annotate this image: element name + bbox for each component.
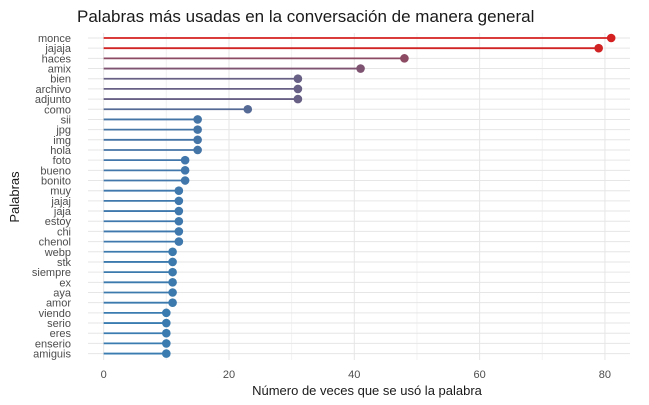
y-tick-chi: chi bbox=[57, 226, 71, 238]
point-haces bbox=[400, 54, 409, 63]
y-tick-archivo: archivo bbox=[36, 84, 71, 96]
point-estoy bbox=[174, 216, 184, 226]
point-amix bbox=[356, 64, 365, 73]
y-tick-amix: amix bbox=[48, 64, 72, 76]
y-tick-estoy: estoy bbox=[45, 216, 72, 228]
point-chenol bbox=[174, 237, 184, 246]
y-tick-bien: bien bbox=[50, 74, 71, 86]
point-muy bbox=[174, 186, 184, 195]
chart-title: Palabras más usadas en la conversación d… bbox=[77, 7, 534, 26]
x-tick-80: 80 bbox=[599, 369, 611, 381]
y-tick-siempre: siempre bbox=[32, 267, 71, 279]
point-jpg bbox=[193, 125, 202, 134]
y-tick-bueno: bueno bbox=[40, 165, 71, 177]
y-tick-amiguis: amiguis bbox=[33, 349, 71, 361]
y-tick-viendo: viendo bbox=[39, 308, 71, 320]
x-tick-60: 60 bbox=[473, 369, 485, 381]
y-tick-jaja: jaja bbox=[53, 206, 72, 218]
point-stk bbox=[168, 257, 177, 267]
y-tick-foto: foto bbox=[53, 155, 71, 167]
y-tick-enserio: enserio bbox=[35, 338, 71, 350]
y-tick-jajaja: jajaja bbox=[44, 43, 72, 55]
y-tick-sii: sii bbox=[61, 114, 71, 126]
y-tick-stk: stk bbox=[57, 257, 72, 269]
y-tick-muy: muy bbox=[50, 186, 71, 198]
y-tick-como: como bbox=[44, 104, 71, 116]
point-serio bbox=[162, 318, 171, 328]
point-jaja bbox=[174, 206, 184, 216]
y-tick-img: img bbox=[53, 135, 71, 147]
x-axis-label: Número de veces que se usó la palabra bbox=[252, 383, 483, 398]
point-viendo bbox=[162, 308, 171, 318]
point-bueno bbox=[180, 166, 190, 175]
point-bien bbox=[293, 74, 303, 84]
y-tick-serio: serio bbox=[47, 318, 71, 330]
y-axis-label: Palabras bbox=[7, 171, 22, 223]
y-tick-hola: hola bbox=[50, 145, 72, 157]
point-monce bbox=[606, 33, 616, 43]
point-bonito bbox=[180, 176, 190, 185]
y-tick-adjunto: adjunto bbox=[35, 94, 71, 106]
x-tick-20: 20 bbox=[223, 369, 235, 381]
y-tick-monce: monce bbox=[38, 33, 71, 45]
y-tick-bonito: bonito bbox=[41, 176, 71, 188]
point-hola bbox=[193, 145, 202, 155]
y-tick-jajaj: jajaj bbox=[50, 196, 71, 208]
point-siempre bbox=[168, 267, 177, 277]
point-foto bbox=[180, 155, 190, 165]
point-jajaja bbox=[594, 43, 603, 53]
lollipop-points bbox=[162, 33, 616, 358]
y-tick-eres: eres bbox=[50, 328, 72, 340]
y-tick-ex: ex bbox=[59, 277, 71, 289]
point-amor bbox=[168, 298, 177, 307]
x-tick-0: 0 bbox=[101, 369, 107, 381]
point-adjunto bbox=[293, 94, 303, 104]
y-tick-haces: haces bbox=[42, 53, 72, 65]
point-img bbox=[193, 135, 202, 145]
point-aya bbox=[168, 288, 177, 297]
point-ex bbox=[168, 278, 177, 287]
x-tick-40: 40 bbox=[348, 369, 360, 381]
y-tick-chenol: chenol bbox=[39, 237, 71, 249]
y-tick-labels: moncejajajahacesamixbienarchivoadjuntoco… bbox=[32, 33, 72, 361]
point-como bbox=[243, 104, 253, 114]
point-chi bbox=[174, 227, 184, 236]
point-webp bbox=[168, 247, 177, 257]
point-amiguis bbox=[162, 349, 171, 358]
y-tick-aya: aya bbox=[53, 288, 72, 300]
x-tick-labels: 0 20 40 60 80 bbox=[101, 369, 611, 381]
point-enserio bbox=[162, 339, 171, 348]
y-tick-webp: webp bbox=[44, 247, 71, 259]
y-tick-amor: amor bbox=[46, 298, 71, 310]
y-tick-jpg: jpg bbox=[55, 125, 71, 137]
point-archivo bbox=[293, 84, 303, 94]
lollipop-stems bbox=[103, 37, 612, 355]
point-jajaj bbox=[174, 196, 184, 206]
point-eres bbox=[162, 328, 171, 338]
point-sii bbox=[193, 115, 202, 124]
